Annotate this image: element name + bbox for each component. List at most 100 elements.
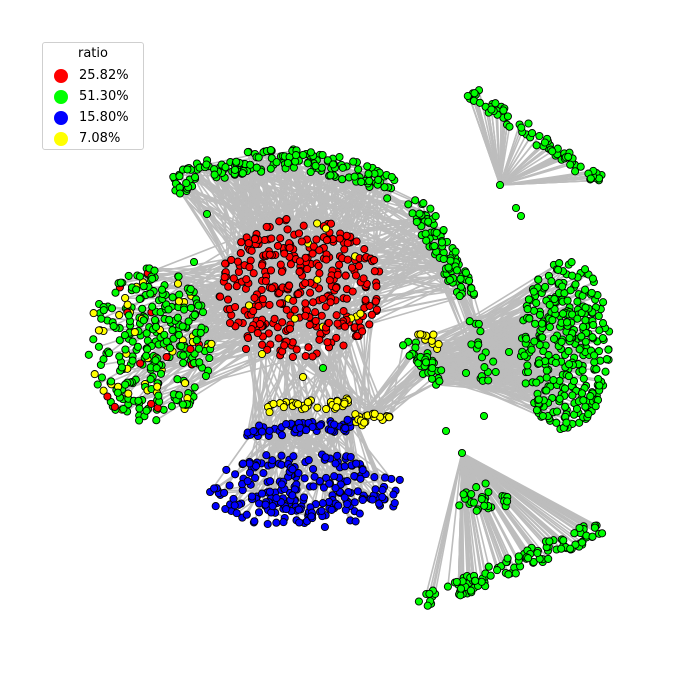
graph-node (265, 426, 274, 435)
graph-node (361, 295, 370, 304)
graph-node (115, 352, 124, 361)
graph-node (272, 518, 281, 527)
graph-node (113, 388, 122, 397)
legend-label: 25.82% (79, 67, 129, 83)
graph-node (590, 351, 599, 360)
graph-node (595, 326, 604, 335)
graph-node (521, 379, 530, 388)
graph-node (387, 172, 396, 182)
graph-node (341, 424, 350, 433)
legend-marker-yellow (54, 131, 68, 146)
graph-node (332, 311, 341, 320)
graph-node (249, 306, 258, 316)
graph-node (335, 234, 344, 243)
graph-node (594, 311, 603, 321)
graph-node (532, 141, 541, 150)
graph-node (216, 292, 225, 301)
graph-node (476, 327, 485, 336)
graph-node (311, 161, 320, 170)
graph-node (267, 234, 276, 243)
graph-node (321, 453, 330, 462)
graph-node (249, 269, 258, 278)
graph-node (415, 209, 424, 218)
graph-node (111, 288, 120, 297)
graph-node (272, 158, 281, 167)
graph-node (273, 323, 282, 332)
graph-node (535, 131, 544, 141)
graph-edge (499, 150, 553, 186)
graph-node (258, 295, 267, 304)
graph-edge (366, 261, 373, 416)
graph-node (276, 234, 285, 243)
graph-node (294, 229, 304, 238)
graph-node (157, 285, 167, 294)
graph-node (338, 175, 347, 184)
graph-node (194, 344, 204, 353)
graph-node (389, 490, 398, 499)
graph-node (245, 263, 254, 272)
graph-edge (290, 264, 304, 424)
graph-node (245, 468, 255, 477)
graph-node (552, 418, 561, 427)
graph-node (318, 150, 327, 160)
graph-edge (429, 452, 463, 602)
graph-edge (461, 452, 581, 534)
graph-node (544, 351, 553, 360)
graph-node (93, 380, 102, 389)
graph-node (533, 548, 542, 558)
graph-node (304, 456, 313, 465)
graph-node (540, 138, 549, 147)
legend-marker-green (54, 89, 68, 104)
graph-node (267, 284, 276, 293)
graph-node (327, 505, 336, 514)
graph-node (168, 326, 177, 335)
graph-node (311, 316, 320, 325)
graph-node (290, 314, 299, 323)
graph-node (477, 494, 486, 504)
graph-node (277, 451, 286, 460)
graph-node (466, 586, 475, 595)
graph-node (456, 274, 465, 283)
graph-node (289, 452, 298, 461)
graph-node (332, 283, 341, 292)
graph-node (135, 416, 144, 425)
graph-node (253, 329, 262, 338)
graph-node (340, 399, 349, 408)
graph-node (445, 275, 454, 284)
graph-node (195, 358, 204, 367)
graph-edge (249, 345, 285, 436)
graph-node (370, 256, 379, 265)
graph-node (220, 273, 229, 282)
graph-edge (317, 167, 454, 279)
graph-node (325, 276, 334, 285)
graph-node (548, 147, 557, 156)
graph-node (580, 265, 590, 274)
graph-node (295, 518, 304, 527)
graph-node (265, 408, 274, 417)
graph-node (156, 369, 166, 378)
graph-node (285, 243, 294, 252)
graph-node (581, 303, 590, 312)
graph-node (326, 298, 335, 307)
graph-node (531, 319, 540, 328)
graph-node (474, 340, 483, 349)
graph-node (344, 488, 353, 497)
graph-node (258, 340, 267, 349)
graph-node (120, 331, 129, 340)
graph-node (202, 160, 211, 169)
graph-node (408, 209, 417, 218)
graph-node (247, 246, 256, 255)
graph-node (136, 359, 145, 368)
graph-node (282, 420, 291, 429)
graph-edge (499, 156, 567, 186)
graph-node (94, 342, 103, 351)
graph-node (230, 165, 240, 174)
graph-node (322, 404, 331, 414)
graph-node (380, 473, 390, 482)
graph-node (399, 341, 408, 350)
graph-node (286, 260, 295, 269)
graph-node (557, 544, 566, 553)
graph-node (128, 337, 137, 346)
graph-node (471, 576, 480, 585)
